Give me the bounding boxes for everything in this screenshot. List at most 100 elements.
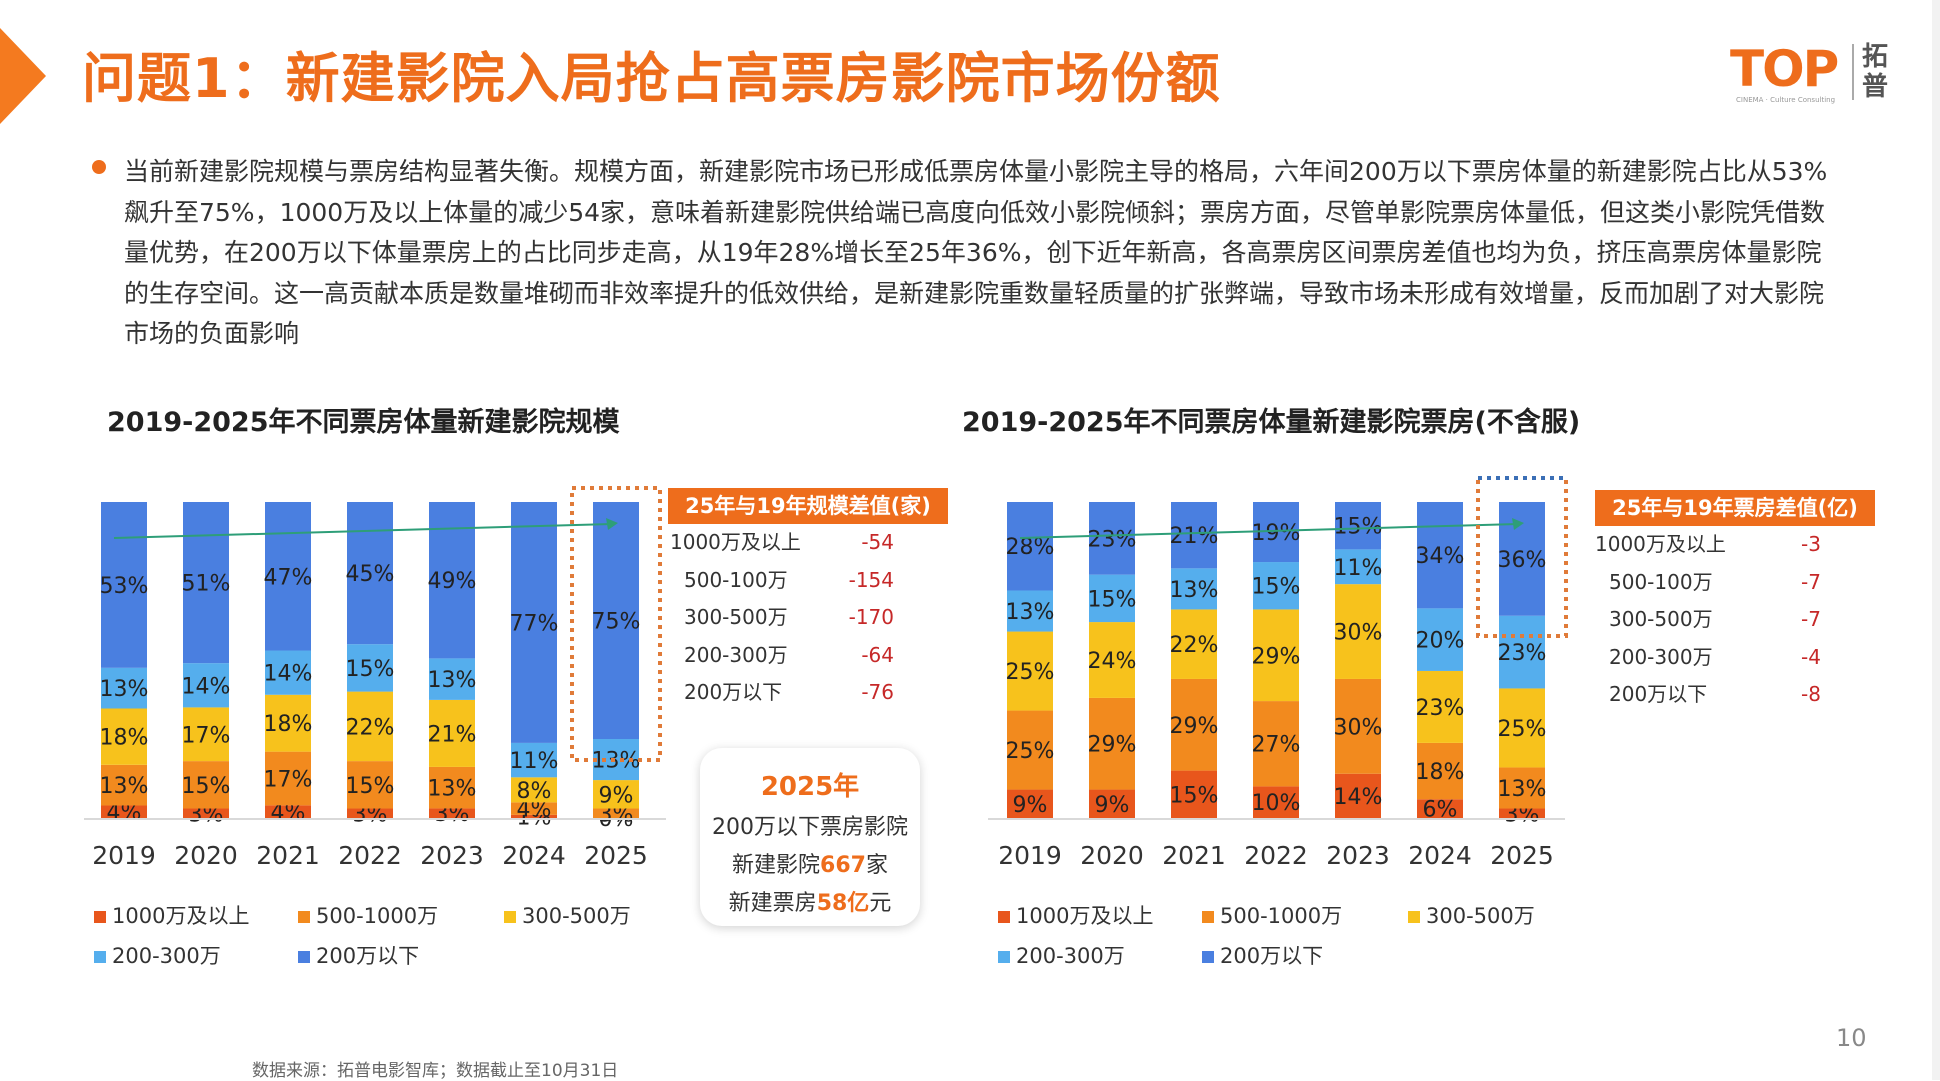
- bar-1-2025-500-1000-: [1499, 767, 1545, 809]
- legend-swatch: [1202, 911, 1214, 923]
- bar-1-2021-300-500-: [1171, 609, 1217, 679]
- bar-0-2024-1000-: [511, 814, 557, 818]
- bar-0-2020-200-300-: [183, 663, 229, 708]
- bar-0-2020-200-: [183, 502, 229, 664]
- callout-cinemas-label: 新建影院: [732, 853, 821, 878]
- diff-row-label: 200-300万: [1609, 644, 1713, 669]
- logo-subtitle: CINEMA · Culture Consulting: [1736, 96, 1836, 104]
- page-number: 10: [1836, 1024, 1867, 1052]
- x-tick-1-2020: 2020: [1080, 841, 1144, 870]
- bar-0-2020-1000-: [183, 808, 229, 818]
- logo-cn-text: 拓普: [1862, 42, 1889, 102]
- trend-line-0: [113, 523, 613, 539]
- data-source: 数据来源：拓普电影智库；数据截止至10月31日: [252, 1061, 619, 1081]
- data-label-1-2020-200-300-: 15%: [1088, 587, 1137, 612]
- legend-item-1000-: 1000万及以上: [998, 900, 1153, 930]
- diff-row-label: 200-300万: [684, 642, 788, 667]
- trend-arrow-icon-1: [1512, 518, 1524, 530]
- data-label-1-2025-300-500-: 25%: [1498, 717, 1547, 742]
- bar-0-2019-200-300-: [101, 667, 147, 709]
- bar-1-2025-200-300-: [1499, 615, 1545, 689]
- data-label-1-2023-500-1000-: 30%: [1334, 715, 1383, 740]
- legend-label: 500-1000万: [1220, 904, 1343, 928]
- bar-0-2021-1000-: [265, 805, 311, 818]
- bar-1-2021-200-: [1171, 502, 1217, 569]
- bullet-icon: [92, 160, 106, 174]
- bar-1-2024-500-1000-: [1417, 742, 1463, 800]
- data-label-1-2025-200-: 36%: [1498, 548, 1547, 573]
- diff-row-value: -4: [1801, 644, 1821, 669]
- data-label-0-2024-300-500-: 8%: [517, 779, 552, 804]
- data-label-1-2022-200-: 19%: [1252, 521, 1301, 546]
- data-label-0-2025-200-: 75%: [592, 610, 641, 635]
- legend-label: 200-300万: [1016, 944, 1125, 968]
- bar-1-2025-200-: [1499, 502, 1545, 616]
- data-label-0-2020-200-300-: 14%: [182, 674, 231, 699]
- data-label-0-2022-500-1000-: 15%: [346, 774, 395, 799]
- diff-row-label: 200万以下: [684, 680, 783, 704]
- bar-0-2022-200-300-: [347, 644, 393, 692]
- data-label-1-2020-300-500-: 24%: [1088, 649, 1137, 674]
- diff-row-value: -7: [1801, 569, 1821, 594]
- bar-0-2021-500-1000-: [265, 751, 311, 806]
- diff-row: 500-100万 -7: [1595, 564, 1875, 602]
- bar-1-2022-500-1000-: [1253, 701, 1299, 787]
- legend-item-200-300-: 200-300万: [998, 940, 1125, 970]
- bar-1-2019-300-500-: [1007, 631, 1053, 711]
- legend-swatch: [1202, 951, 1214, 963]
- legend-item-300-500-: 300-500万: [504, 900, 631, 930]
- diff-row-label: 500-100万: [684, 567, 788, 592]
- data-label-0-2023-500-1000-: 13%: [428, 777, 477, 802]
- bar-1-2023-500-1000-: [1335, 678, 1381, 774]
- page-edge: [1932, 0, 1940, 1080]
- diff-row-value: -8: [1801, 682, 1821, 706]
- trend-arrow-icon-0: [606, 518, 618, 530]
- bar-0-2025-200-: [593, 502, 639, 739]
- diff-row-value: -3: [1801, 532, 1821, 556]
- data-label-0-2021-200-300-: 14%: [264, 662, 313, 687]
- logo-text: TOP: [1730, 40, 1839, 98]
- diff-row: 300-500万 -7: [1595, 601, 1875, 639]
- bar-0-2020-300-500-: [183, 707, 229, 762]
- bar-0-2019-200-: [101, 502, 147, 668]
- legend-item-200-: 200万以下: [1202, 940, 1323, 970]
- bar-1-2022-1000-: [1253, 786, 1299, 818]
- bar-0-2021-300-500-: [265, 694, 311, 752]
- data-label-0-2023-300-500-: 21%: [428, 722, 477, 747]
- x-tick-1-2022: 2022: [1244, 841, 1308, 870]
- data-label-0-2022-300-500-: 22%: [346, 715, 395, 740]
- bar-1-2023-300-500-: [1335, 584, 1381, 679]
- diff-row-value: -54: [861, 530, 894, 554]
- data-label-1-2021-200-300-: 13%: [1170, 578, 1219, 603]
- legend-item-200-: 200万以下: [298, 940, 419, 970]
- diff-panel-scale: 25年与19年规模差值(家) 1000万及以上 -54 500-100万 -154 30…: [668, 488, 948, 712]
- legend-scale: 1000万及以上 500-1000万 300-500万 200-300万 200万以下: [94, 900, 694, 980]
- data-label-1-2021-200-: 21%: [1170, 524, 1219, 549]
- legend-item-500-1000-: 500-1000万: [1202, 900, 1342, 930]
- data-label-1-2023-200-300-: 11%: [1334, 556, 1383, 581]
- data-label-1-2024-200-300-: 20%: [1416, 629, 1465, 654]
- legend-swatch: [94, 951, 106, 963]
- brand-logo: TOP CINEMA · Culture Consulting 拓普: [1730, 40, 1890, 108]
- data-label-1-2019-200-: 28%: [1006, 535, 1055, 560]
- diff-row-value: -170: [848, 605, 894, 629]
- legend-label: 1000万及以上: [1016, 904, 1154, 928]
- bar-0-2024-500-1000-: [511, 802, 557, 815]
- bar-0-2022-300-500-: [347, 691, 393, 762]
- legend-item-500-1000-: 500-1000万: [298, 900, 438, 930]
- callout-line-2: 新建影院667家: [700, 847, 920, 879]
- data-label-0-2022-200-: 45%: [346, 562, 395, 587]
- bar-1-2025-300-500-: [1499, 688, 1545, 768]
- bar-0-2023-1000-: [429, 808, 475, 818]
- page-title: 问题1：新建影院入局抢占高票房影院市场份额: [82, 47, 1221, 110]
- bar-1-2021-500-1000-: [1171, 678, 1217, 771]
- diff-row: 300-500万 -170: [668, 599, 948, 637]
- data-label-0-2019-200-300-: 13%: [100, 677, 149, 702]
- bar-0-2023-200-300-: [429, 658, 475, 700]
- data-label-1-2024-500-1000-: 18%: [1416, 760, 1465, 785]
- x-tick-1-2021: 2021: [1162, 841, 1226, 870]
- data-label-0-2019-300-500-: 18%: [100, 726, 149, 751]
- diff-row: 1000万及以上 -54: [668, 524, 948, 562]
- x-tick-0-2022: 2022: [338, 841, 402, 870]
- data-label-1-2022-200-300-: 15%: [1252, 575, 1301, 600]
